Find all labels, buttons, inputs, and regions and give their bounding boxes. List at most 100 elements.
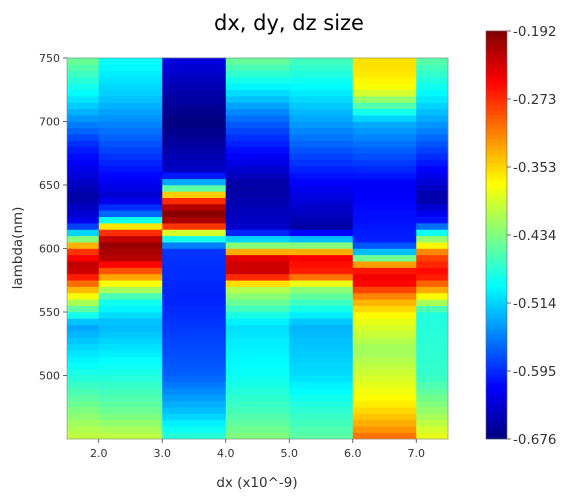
heatmap-cell <box>98 76 163 84</box>
heatmap-cell <box>416 140 449 148</box>
colorbar-tick-label: -0.434 <box>513 228 557 244</box>
heatmap-cell <box>67 248 100 256</box>
heatmap-cell <box>289 216 354 224</box>
heatmap-cell <box>352 292 417 300</box>
heatmap-cell <box>98 64 163 71</box>
heatmap-cell <box>352 121 417 129</box>
heatmap-cell <box>98 152 163 160</box>
heatmap-cell <box>416 432 449 440</box>
heatmap-cell <box>67 362 100 370</box>
heatmap-cell <box>162 76 227 84</box>
heatmap-cell <box>416 178 449 186</box>
heatmap-cell <box>352 152 417 160</box>
heatmap-cell <box>352 83 417 91</box>
heatmap-cell <box>98 184 163 192</box>
heatmap-cell <box>225 254 290 262</box>
heatmap-cell <box>416 337 449 345</box>
y-axis-ticks: 500 550 600 650 700 750 <box>39 52 67 383</box>
colorbar-segment <box>486 142 507 148</box>
heatmap-cell <box>225 311 290 319</box>
heatmap-cell <box>67 286 100 294</box>
heatmap-cell <box>352 146 417 154</box>
colorbar-segment <box>486 234 507 240</box>
heatmap-cell <box>352 349 417 357</box>
heatmap-cell <box>289 330 354 338</box>
heatmap-cell <box>225 305 290 313</box>
heatmap-cell <box>98 210 163 218</box>
heatmap-cell <box>162 387 227 395</box>
heatmap-cell <box>289 140 354 148</box>
heatmap-cell <box>352 191 417 198</box>
heatmap-cell <box>352 343 417 351</box>
colorbar-segment <box>486 118 507 124</box>
heatmap-cell <box>98 400 163 408</box>
colorbar-segment <box>486 242 507 248</box>
x-tick-label: 2.0 <box>90 447 108 460</box>
heatmap-cell <box>289 292 354 300</box>
heatmap-cell <box>98 140 163 148</box>
colorbar-segment <box>486 238 507 244</box>
heatmap-cell <box>225 413 290 421</box>
heatmap-cell <box>98 337 163 345</box>
heatmap-cell <box>98 89 163 97</box>
colorbar-segment <box>486 286 507 292</box>
heatmap-cell <box>416 368 449 376</box>
heatmap-cell <box>162 210 227 218</box>
y-tick-label: 500 <box>39 370 60 383</box>
heatmap-cell <box>98 413 163 421</box>
heatmap-cell <box>162 324 227 332</box>
colorbar-segment <box>486 422 507 428</box>
heatmap-cell <box>416 260 449 268</box>
heatmap-cell <box>98 324 163 332</box>
heatmap-cell <box>289 76 354 84</box>
chart-title: dx, dy, dz size <box>214 11 364 35</box>
heatmap-cell <box>98 235 163 243</box>
heatmap-cell <box>289 432 354 440</box>
heatmap-cell <box>98 70 163 78</box>
colorbar-tick-label: -0.514 <box>513 296 557 312</box>
heatmap-cell <box>98 165 163 173</box>
colorbar-segment <box>486 170 507 176</box>
heatmap-cell <box>225 381 290 389</box>
heatmap-cell <box>416 305 449 313</box>
heatmap-cell <box>289 299 354 306</box>
heatmap-cell <box>98 159 163 167</box>
heatmap-cell <box>162 216 227 224</box>
heatmap-cell <box>352 229 417 237</box>
heatmap-cell <box>67 375 100 383</box>
heatmap-cell <box>98 381 163 389</box>
colorbar-segment <box>486 258 507 264</box>
heatmap-cell <box>289 311 354 319</box>
colorbar-segment <box>486 410 507 416</box>
heatmap-cell <box>416 197 449 205</box>
heatmap-cell <box>416 64 449 71</box>
heatmap-cell <box>67 318 100 325</box>
heatmap-cell <box>352 368 417 376</box>
heatmap-cell <box>225 108 290 116</box>
heatmap-cell <box>289 356 354 364</box>
heatmap-cell <box>416 343 449 351</box>
heatmap-cell <box>225 235 290 243</box>
colorbar-segment <box>486 134 507 140</box>
heatmap-cell <box>352 140 417 148</box>
heatmap-cell <box>225 165 290 173</box>
heatmap-cell <box>98 279 163 287</box>
heatmap-cell <box>67 184 100 192</box>
colorbar-segment <box>486 382 507 388</box>
heatmap-cell <box>67 267 100 275</box>
colorbar-segment <box>486 126 507 132</box>
heatmap-cell <box>162 273 227 281</box>
heatmap-cell <box>289 172 354 179</box>
heatmap-cell <box>225 267 290 275</box>
colorbar-segment <box>486 310 507 316</box>
heatmap-cell <box>352 95 417 103</box>
heatmap-cell <box>289 191 354 198</box>
heatmap-cell <box>67 419 100 427</box>
heatmap-cell <box>162 292 227 300</box>
heatmap-cell <box>162 286 227 294</box>
colorbar-segment <box>486 198 507 204</box>
x-tick-label: 3.0 <box>154 447 172 460</box>
colorbar-segment <box>486 114 507 120</box>
colorbar-segment <box>486 150 507 156</box>
heatmap-cell <box>416 311 449 319</box>
